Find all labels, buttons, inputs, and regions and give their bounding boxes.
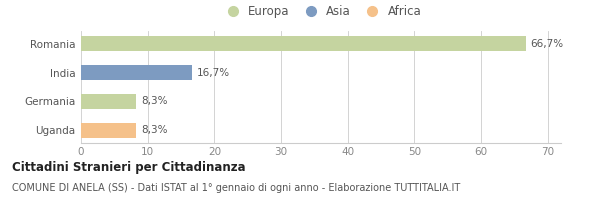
Text: 16,7%: 16,7%: [197, 68, 230, 78]
Text: 66,7%: 66,7%: [530, 39, 563, 49]
Bar: [81, 94, 136, 109]
Bar: [81, 123, 136, 138]
Bar: [81, 36, 526, 51]
Bar: [81, 65, 193, 80]
Text: Cittadini Stranieri per Cittadinanza: Cittadini Stranieri per Cittadinanza: [12, 161, 245, 174]
Legend: Europa, Asia, Africa: Europa, Asia, Africa: [218, 3, 424, 21]
Text: COMUNE DI ANELA (SS) - Dati ISTAT al 1° gennaio di ogni anno - Elaborazione TUTT: COMUNE DI ANELA (SS) - Dati ISTAT al 1° …: [12, 183, 460, 193]
Text: 8,3%: 8,3%: [141, 96, 167, 106]
Text: 8,3%: 8,3%: [141, 125, 167, 135]
